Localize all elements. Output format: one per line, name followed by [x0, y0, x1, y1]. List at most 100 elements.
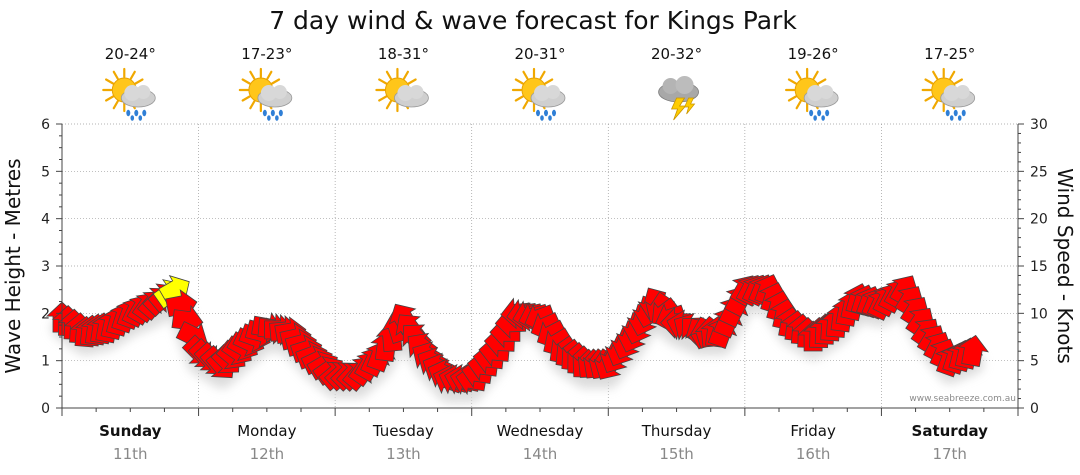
sun-ray [787, 95, 797, 102]
rain-drop [275, 115, 279, 121]
rain-drop [536, 109, 540, 117]
sun-ray [539, 70, 546, 80]
sun-ray [812, 70, 819, 80]
rain-drop [821, 115, 825, 121]
sun-ray [104, 78, 115, 85]
right-tick-label: 0 [1030, 401, 1039, 417]
rain-drop [544, 109, 548, 117]
day-label: Thursday [641, 422, 712, 440]
rain-drop [953, 109, 958, 117]
temperature-row: 20-24° 17-23° 18-31° 20-31° 20-32° 19-26° 17-2… [105, 45, 976, 63]
right-axis-title: Wind Speed - Knots [1053, 168, 1077, 364]
sun-ray [241, 78, 251, 85]
cloud-puff [546, 85, 560, 99]
rain-drop [552, 109, 556, 117]
sun-ray [385, 100, 393, 110]
temperature-label: 17-25° [924, 45, 975, 63]
wind-arrows [45, 274, 989, 396]
left-tick-label: 0 [41, 401, 50, 417]
sun-ray [241, 95, 251, 102]
temperature-label: 19-26° [788, 45, 839, 63]
grid-lines [62, 123, 1018, 408]
sun-cloud-rain-icon [238, 67, 293, 121]
sun-ray [249, 100, 256, 110]
rain-drop [138, 115, 143, 121]
cloud-puff [662, 78, 679, 94]
cloud-puff [409, 85, 424, 99]
rain-drop [540, 115, 544, 121]
day-label: Monday [237, 422, 296, 440]
rain-drop [262, 109, 267, 117]
cloud-puff [124, 85, 141, 101]
sun-ray [522, 100, 529, 110]
left-tick-label: 6 [41, 117, 50, 133]
day-label: Tuesday [372, 422, 434, 440]
right-tick-label: 10 [1030, 306, 1048, 322]
watermark: www.seabreeze.com.au [909, 394, 1016, 404]
sun-ray [104, 95, 115, 102]
rain-drop [548, 115, 552, 121]
rain-drop [809, 109, 814, 117]
date-label: 16th [796, 445, 830, 463]
sun-ray [112, 70, 119, 80]
right-tick-label: 30 [1030, 117, 1048, 133]
wind-arrow [957, 334, 989, 368]
cloud-puff [807, 85, 824, 101]
sun-cloud-rain-icon [102, 67, 156, 121]
day-label: Wednesday [497, 422, 584, 440]
plot-area [45, 123, 1018, 408]
sun-ray [514, 78, 524, 85]
sun-cloud-rain-icon [511, 67, 566, 121]
rain-drop [949, 115, 954, 121]
sun-ray [407, 78, 417, 85]
left-tick-label: 3 [41, 259, 50, 275]
sun-ray [949, 70, 956, 80]
cloud-puff [675, 76, 694, 94]
sun-ray [932, 100, 939, 110]
rain-drop [126, 109, 131, 117]
temperature-label: 18-31° [378, 45, 429, 63]
sun-ray [514, 95, 524, 102]
left-tick-label: 2 [41, 306, 50, 322]
rain-drop [961, 109, 966, 117]
sun-ray [817, 78, 827, 85]
right-tick-label: 20 [1030, 212, 1048, 228]
rain-drop [270, 109, 275, 117]
temperature-label: 17-23° [241, 45, 292, 63]
left-axis-title: Wave Height - Metres [1, 158, 25, 373]
sun-cloud-rain-icon [785, 67, 839, 121]
sun-ray [544, 78, 554, 85]
sun-ray [402, 70, 410, 80]
sun-ray [385, 70, 393, 80]
right-tick-label: 5 [1030, 354, 1039, 370]
storm-icon [658, 76, 699, 121]
sun-ray [378, 95, 388, 102]
sun-ray [266, 70, 273, 80]
weather-icon-row [102, 67, 976, 121]
rain-drop [267, 115, 271, 121]
cloud-puff [943, 85, 960, 101]
sun-ray [787, 78, 797, 85]
sun-ray [795, 70, 802, 80]
date-label: 12th [250, 445, 284, 463]
rain-drop [817, 109, 822, 117]
sun-ray [924, 95, 934, 102]
rain-drop [957, 115, 962, 121]
cloud-puff [819, 85, 834, 99]
cloud-puff [272, 85, 287, 99]
sun-ray [129, 70, 136, 80]
rain-drop [278, 109, 283, 117]
sun-ray [522, 70, 529, 80]
left-tick-label: 4 [41, 212, 50, 228]
temperature-label: 20-32° [651, 45, 702, 63]
right-tick-label: 15 [1030, 259, 1048, 275]
right-tick-label: 25 [1030, 164, 1048, 180]
day-labels: Sunday 11th Monday 12th Tuesday 13th Wednesday… [99, 422, 988, 463]
day-label: Saturday [912, 422, 989, 440]
sun-ray [932, 70, 939, 80]
cloud-puff [136, 85, 151, 99]
sun-cloud-rain-icon [921, 67, 976, 121]
sun-ray [795, 100, 802, 110]
date-label: 14th [523, 445, 557, 463]
